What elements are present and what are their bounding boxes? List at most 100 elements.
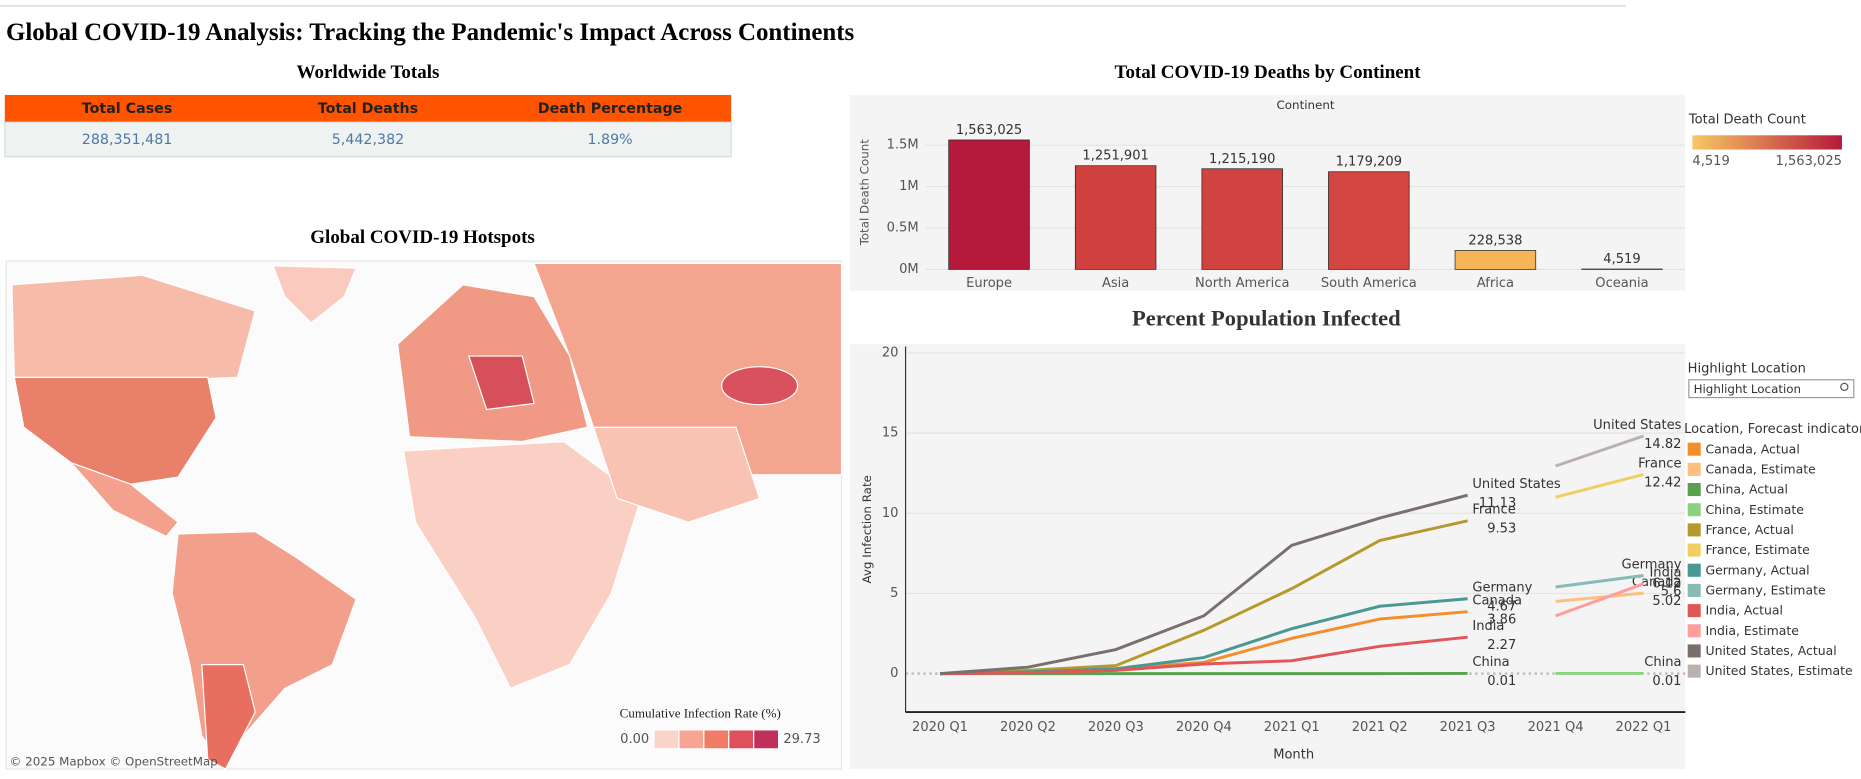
x-tick-label: Europe xyxy=(966,276,1012,291)
x-tick-label: 2021 Q4 xyxy=(1528,720,1584,735)
legend-title: Total Death Count xyxy=(1688,112,1806,127)
x-tick-label: Asia xyxy=(1102,276,1129,291)
chart-title: Percent Population Infected xyxy=(1132,306,1401,331)
data-label: 6.12 xyxy=(1652,576,1681,591)
series-line xyxy=(1555,582,1645,618)
y-axis-title: Total Death Count xyxy=(858,139,872,247)
legend-entry: India, Actual xyxy=(1705,603,1783,618)
legend-min: 4,519 xyxy=(1692,154,1729,169)
legend-entry: Germany, Actual xyxy=(1705,562,1809,577)
legend-swatch xyxy=(1687,563,1701,577)
legend-entry: United States, Estimate xyxy=(1705,663,1852,678)
legend-entry: Germany, Estimate xyxy=(1705,583,1825,598)
highlight-placeholder: Highlight Location xyxy=(1694,382,1801,396)
bar xyxy=(1328,171,1410,270)
y-tick-label: 0.5M xyxy=(887,220,919,235)
end-label: India xyxy=(1649,566,1681,581)
x-axis-title: Month xyxy=(1273,747,1314,762)
y-tick-label: 1.5M xyxy=(887,138,919,153)
data-label: 14.82 xyxy=(1644,437,1681,452)
legend-title: Cumulative Infection Rate (%) xyxy=(620,705,781,720)
bar xyxy=(1454,250,1537,270)
x-tick-label: 2020 Q1 xyxy=(912,720,968,735)
x-tick-label: 2020 Q2 xyxy=(1000,720,1056,735)
map-land xyxy=(592,426,761,523)
y-tick-label: 1M xyxy=(899,179,919,194)
legend-max: 29.73 xyxy=(783,732,820,747)
end-label: United States xyxy=(1593,418,1682,433)
y-tick-label: 15 xyxy=(882,426,899,441)
legend-swatch xyxy=(1687,583,1701,597)
column-header: Continent xyxy=(1277,98,1335,112)
legend-entry: France, Actual xyxy=(1705,522,1793,537)
legend-max: 1,563,025 xyxy=(1776,154,1842,169)
legend-entry: China, Actual xyxy=(1705,482,1788,497)
legend-entry: China, Estimate xyxy=(1705,502,1803,517)
legend-swatch xyxy=(678,729,705,750)
data-label: 1,251,901 xyxy=(1082,149,1148,164)
map-land xyxy=(721,366,799,406)
table-row xyxy=(4,121,732,158)
series-line xyxy=(1555,473,1644,499)
panel xyxy=(849,344,1686,770)
highlight-input[interactable] xyxy=(1688,379,1855,399)
dashboard-title: Global COVID-19 Analysis: Tracking the P… xyxy=(6,19,855,46)
x-tick-label: 2021 Q3 xyxy=(1440,720,1496,735)
y-tick-label: 20 xyxy=(882,345,899,360)
data-label: 0.01 xyxy=(1652,674,1681,689)
data-label: 11.13 xyxy=(1479,496,1516,511)
end-label: Germany xyxy=(1622,557,1682,572)
end-label: Germany xyxy=(1472,581,1532,596)
data-label: 0.01 xyxy=(1487,674,1516,689)
y-axis-title: Avg Infection Rate xyxy=(860,475,874,583)
legend-swatch xyxy=(1687,664,1701,678)
end-label: China xyxy=(1472,655,1509,670)
legend-swatch xyxy=(1687,483,1701,497)
table-cell: 5,442,382 xyxy=(332,132,404,148)
data-label: 4.67 xyxy=(1487,600,1516,615)
legend-swatch xyxy=(1687,462,1701,476)
data-label: 9.53 xyxy=(1487,522,1516,537)
data-label: 5.6 xyxy=(1661,585,1682,600)
map-land xyxy=(13,376,217,485)
legend-swatch xyxy=(1687,644,1701,658)
data-label: 12.42 xyxy=(1644,475,1681,490)
legend-entry: Canada, Estimate xyxy=(1705,461,1815,476)
data-label: 228,538 xyxy=(1468,233,1522,248)
x-tick-label: 2022 Q1 xyxy=(1616,720,1672,735)
x-tick-label: Oceania xyxy=(1595,276,1648,291)
highlight-title: Highlight Location xyxy=(1688,362,1806,377)
data-label: 4,519 xyxy=(1603,252,1640,267)
section-title: Global COVID-19 Hotspots xyxy=(310,227,535,248)
bar xyxy=(1201,168,1283,270)
x-tick-label: Africa xyxy=(1477,276,1514,291)
legend-entry: Canada, Actual xyxy=(1705,441,1799,456)
map-land xyxy=(201,664,256,770)
y-tick-label: 0 xyxy=(890,666,898,681)
map-attribution: © 2025 Mapbox © OpenStreetMap xyxy=(10,754,218,768)
map xyxy=(5,260,843,771)
x-tick-label: 2020 Q3 xyxy=(1088,720,1144,735)
map-land xyxy=(272,265,357,324)
data-label: 5.02 xyxy=(1652,594,1681,609)
legend-swatch xyxy=(653,729,680,750)
end-label: China xyxy=(1644,655,1681,670)
series-line xyxy=(939,519,1468,676)
table-cell: 288,351,481 xyxy=(82,132,173,148)
column-header: Total Deaths xyxy=(318,101,418,117)
series-line xyxy=(1555,574,1644,589)
map-land xyxy=(402,440,642,690)
end-label: Canada xyxy=(1472,594,1522,609)
section-title: Worldwide Totals xyxy=(297,62,440,83)
legend-swatch xyxy=(1687,624,1701,638)
column-header: Death Percentage xyxy=(538,101,683,117)
data-label: 2.27 xyxy=(1487,638,1516,653)
bar xyxy=(1074,165,1157,270)
series-line xyxy=(1555,434,1644,468)
data-label: 3.86 xyxy=(1487,613,1516,628)
legend-swatch xyxy=(1687,442,1701,456)
legend-swatch xyxy=(1687,604,1701,618)
series-line xyxy=(939,635,1468,676)
